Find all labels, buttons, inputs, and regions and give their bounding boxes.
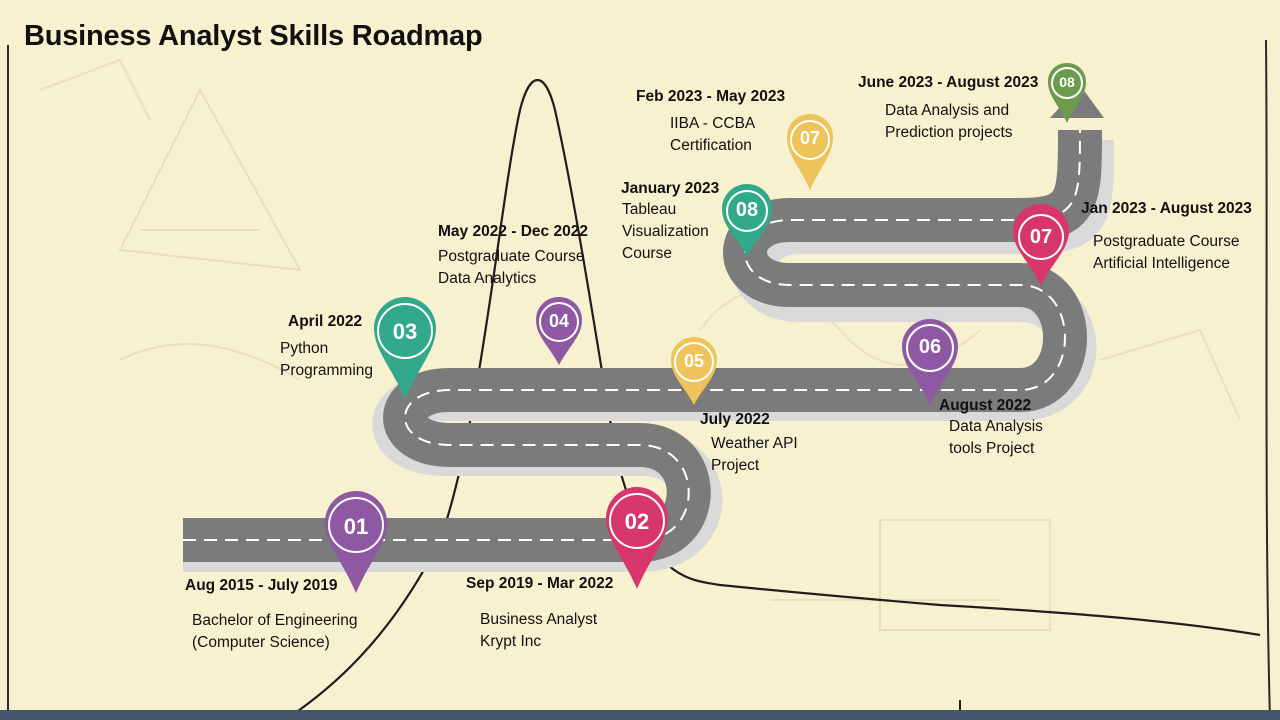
milestone-05-date: July 2022 [700,411,770,428]
milestone-05-desc-line-1: Weather API [711,435,798,452]
pin-02-number: 02 [624,509,650,534]
pin-08-number: 08 [735,199,759,221]
milestone-02-date: Sep 2019 - Mar 2022 [466,575,614,592]
milestone-08-desc-line-1: Tableau [622,201,677,218]
pin-03-icon [374,297,436,399]
milestone-06-date: August 2022 [939,397,1032,414]
page-title: Business Analyst Skills Roadmap [24,20,483,52]
milestone-04-desc-line-1: Postgraduate Course [438,248,585,265]
pin-08b-icon [1048,63,1086,123]
pin-04-icon [536,297,582,365]
pin-01-icon [325,491,387,593]
milestone-07-desc-line-1: Postgraduate Course [1093,233,1240,250]
pin-06-number: 06 [918,336,942,358]
footer-bar [0,710,1280,720]
milestone-01-date: Aug 2015 - July 2019 [185,577,338,594]
pin-08-icon [722,184,772,256]
pin-04-number: 04 [548,311,570,331]
pin-07-number: 07 [1029,226,1053,248]
milestone-05-desc-line-2: Project [711,457,760,474]
pin-05-number: 05 [683,351,705,371]
pin-05-icon [671,337,717,405]
milestone-02-desc-line-1: Business Analyst [480,611,598,628]
milestone-08-desc-line-2: Visualization [622,223,709,240]
milestone-08b-desc-line-1: Data Analysis and [885,102,1010,119]
pin-06-icon [902,319,958,405]
milestone-01-desc-line-2: (Computer Science) [192,634,330,651]
pin-02-icon [606,487,668,589]
milestone-03-desc-line-2: Programming [280,362,374,379]
pin-07-icon [1013,204,1069,286]
milestone-07-date: Jan 2023 - August 2023 [1081,200,1252,217]
pin-08b-number: 08 [1059,74,1075,90]
milestone-04-date: May 2022 - Dec 2022 [438,223,588,240]
milestone-07b-desc-line-2: Certification [670,137,752,154]
milestone-07b-desc-line-1: IIBA - CCBA [670,115,756,132]
pin-03-number: 03 [392,319,418,344]
milestone-07b-date: Feb 2023 - May 2023 [636,88,786,105]
pin-01-number: 01 [343,514,369,539]
milestone-01-desc-line-1: Bachelor of Engineering [192,612,358,629]
milestone-02-desc-line-2: Krypt Inc [480,633,542,650]
milestone-08-desc-line-3: Course [622,245,672,262]
milestone-08b-desc-line-2: Prediction projects [885,124,1013,141]
milestone-06-desc-line-2: tools Project [949,440,1035,457]
milestone-08b-date: June 2023 - August 2023 [858,74,1039,91]
pin-07b-icon [787,114,833,190]
milestone-04-desc-line-2: Data Analytics [438,270,537,287]
milestone-03-date: April 2022 [288,313,363,330]
milestone-07-desc-line-2: Artificial Intelligence [1093,255,1230,272]
milestone-03-desc-line-1: Python [280,340,329,357]
milestone-08-date: January 2023 [621,180,720,197]
pin-07b-number: 07 [799,128,821,148]
milestone-06-desc-line-1: Data Analysis [949,418,1043,435]
